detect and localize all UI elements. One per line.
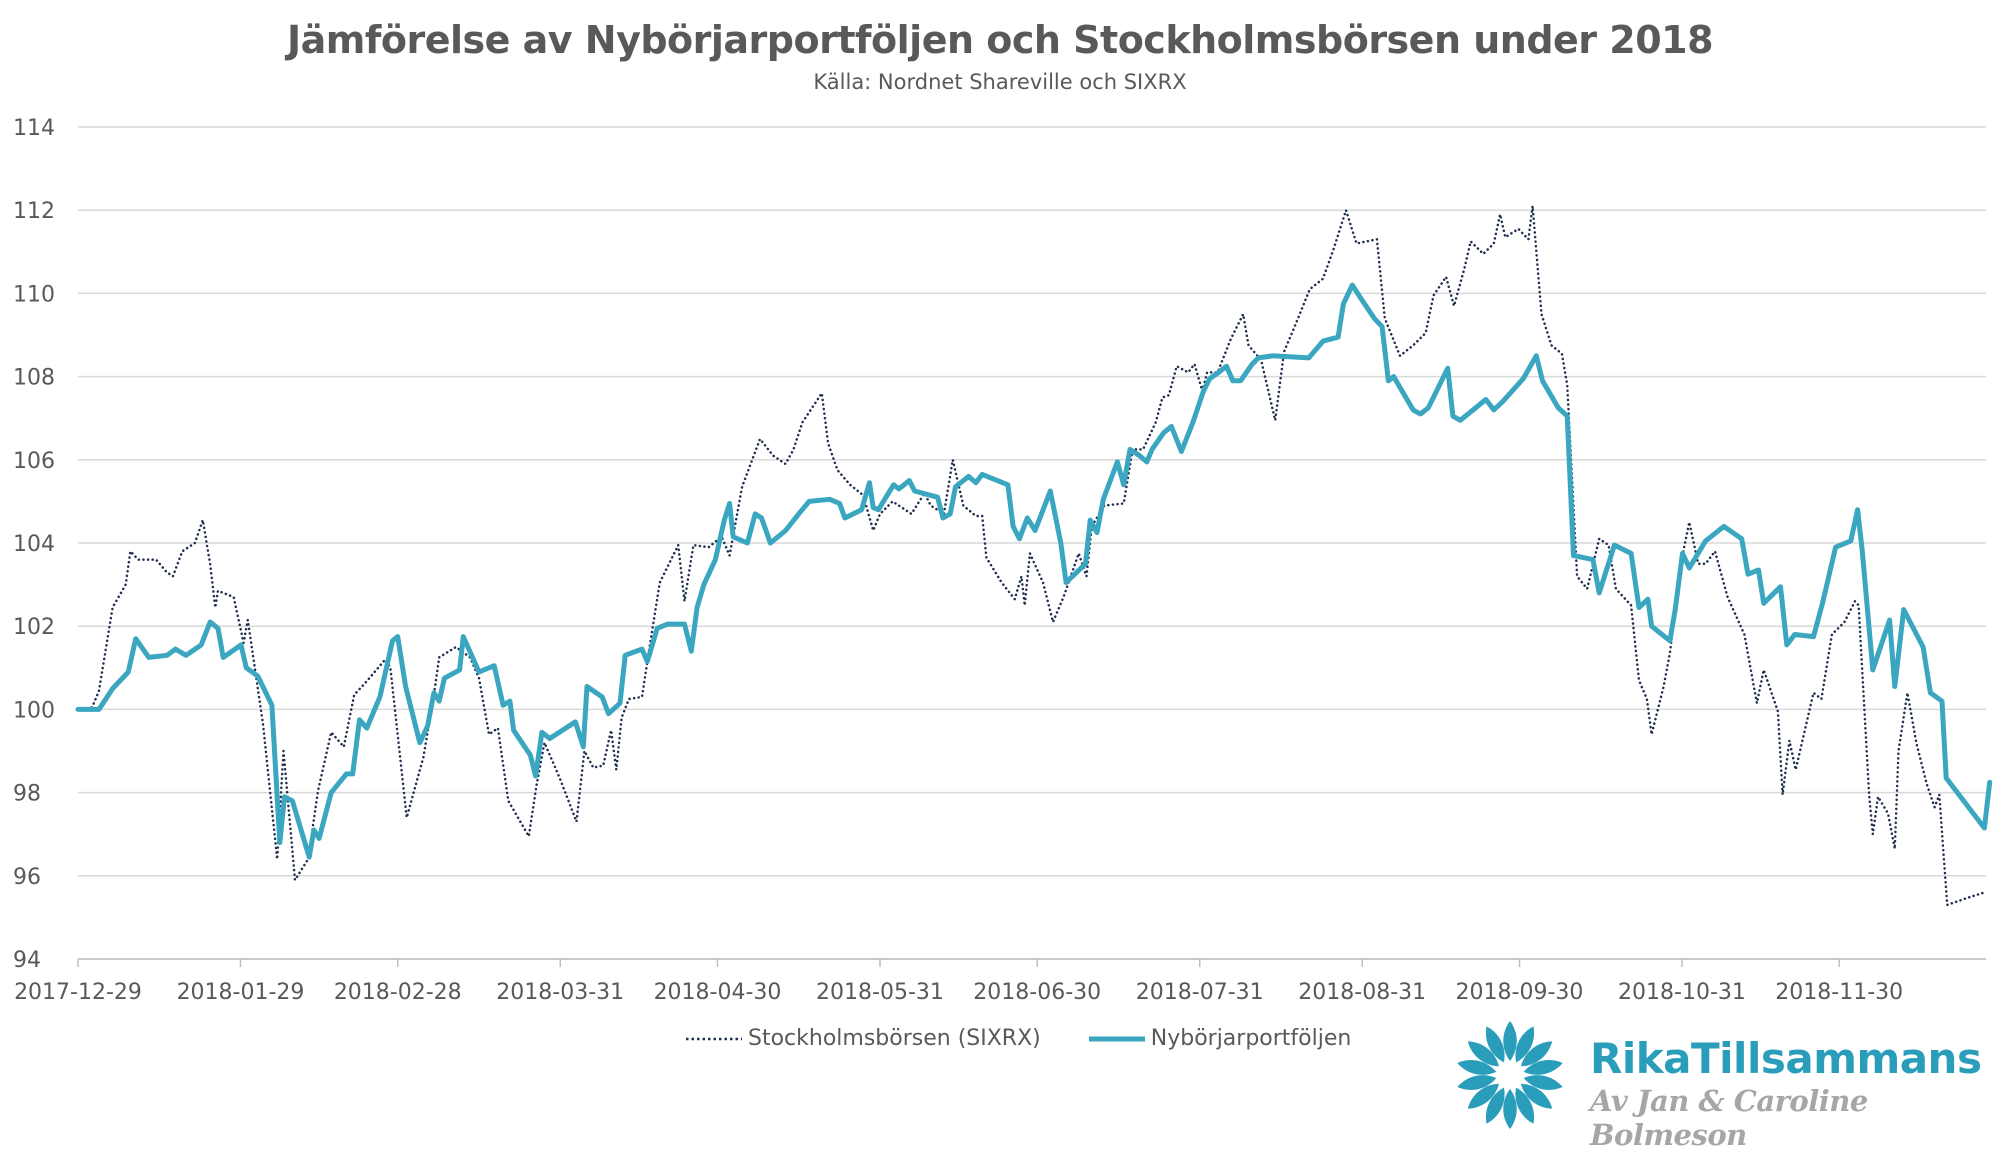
x-tick-label: 2018-09-30 (1456, 980, 1584, 1005)
chart-title: Jämförelse av Nybörjarportföljen och Sto… (286, 18, 1714, 62)
series-lines (75, 204, 1993, 907)
x-tick-label: 2018-06-30 (973, 980, 1101, 1005)
chart-subtitle: Källa: Nordnet Shareville och SIXRX (813, 70, 1187, 94)
legend-item-sixrx: Stockholmsbörsen (SIXRX) (686, 1026, 1041, 1051)
x-tick-label: 2018-01-29 (177, 980, 305, 1005)
flower-petal (1520, 1083, 1553, 1109)
flower-petal (1520, 1041, 1553, 1067)
y-tick-label: 108 (13, 366, 55, 391)
line-chart: 94 96 98 100 102 104 106 108 110 112 114 2017-12-2… (13, 116, 1993, 1005)
y-tick-label: 106 (13, 449, 55, 474)
legend-dotted-line-marker (686, 1037, 742, 1040)
flower-petal (1523, 1060, 1563, 1075)
flower-petal (1467, 1083, 1500, 1109)
x-tick-label: 2018-11-30 (1775, 980, 1903, 1005)
y-tick-label: 94 (13, 948, 41, 973)
y-tick-label: 104 (13, 532, 55, 557)
x-tick-label: 2018-10-31 (1618, 980, 1746, 1005)
y-tick-label: 114 (13, 116, 55, 141)
x-tick-label: 2018-04-30 (654, 980, 782, 1005)
legend-label-nyborjar: Nybörjarportföljen (1150, 1026, 1352, 1051)
y-tick-label: 96 (13, 865, 41, 890)
legend: Stockholmsbörsen (SIXRX) Nybörjarportföl… (686, 1026, 1399, 1051)
flower-petal (1515, 1087, 1535, 1124)
flower-petal (1523, 1075, 1563, 1090)
logo-name: RikaTillsammans (1590, 1034, 1982, 1083)
logo-byline: Av Jan & Caroline Bolmeson (1590, 1084, 1868, 1152)
x-tick-label: 2018-05-31 (816, 980, 944, 1005)
flower-petal (1503, 1021, 1517, 1061)
flower-petal (1457, 1060, 1497, 1075)
series-line-nyborjarportfoljen (75, 282, 1993, 860)
x-axis: 2017-12-29 2018-01-29 2018-02-28 2018-03-31… (14, 958, 1986, 1005)
gridlines (78, 126, 1986, 960)
y-tick-label: 100 (13, 698, 55, 723)
y-tick-label: 110 (13, 282, 55, 307)
flower-petal (1503, 1089, 1517, 1129)
x-tick-label: 2018-02-28 (334, 980, 462, 1005)
flower-petal (1485, 1026, 1505, 1063)
x-tick-label: 2018-03-31 (496, 980, 624, 1005)
y-tick-label: 112 (13, 199, 55, 224)
flower-petal (1515, 1026, 1535, 1063)
x-tick-label: 2018-08-31 (1298, 980, 1426, 1005)
y-axis-ticks: 94 96 98 100 102 104 106 108 110 112 114 (13, 116, 55, 973)
flower-petal (1467, 1041, 1500, 1067)
flower-petal (1485, 1087, 1505, 1124)
y-tick-label: 102 (13, 615, 55, 640)
flower-logo-icon (1457, 1021, 1563, 1129)
legend-solid-line-marker (1088, 1036, 1145, 1041)
flower-petal (1457, 1075, 1497, 1090)
legend-item-nyborjar: Nybörjarportföljen (1088, 1026, 1352, 1051)
x-tick-label: 2018-07-31 (1136, 980, 1264, 1005)
rikatillsammans-logo: RikaTillsammans Av Jan & Caroline Bolmes… (1450, 1020, 1990, 1152)
x-tick-label: 2017-12-29 (14, 980, 142, 1005)
y-tick-label: 98 (13, 782, 41, 807)
legend-label-sixrx: Stockholmsbörsen (SIXRX) (748, 1026, 1041, 1051)
